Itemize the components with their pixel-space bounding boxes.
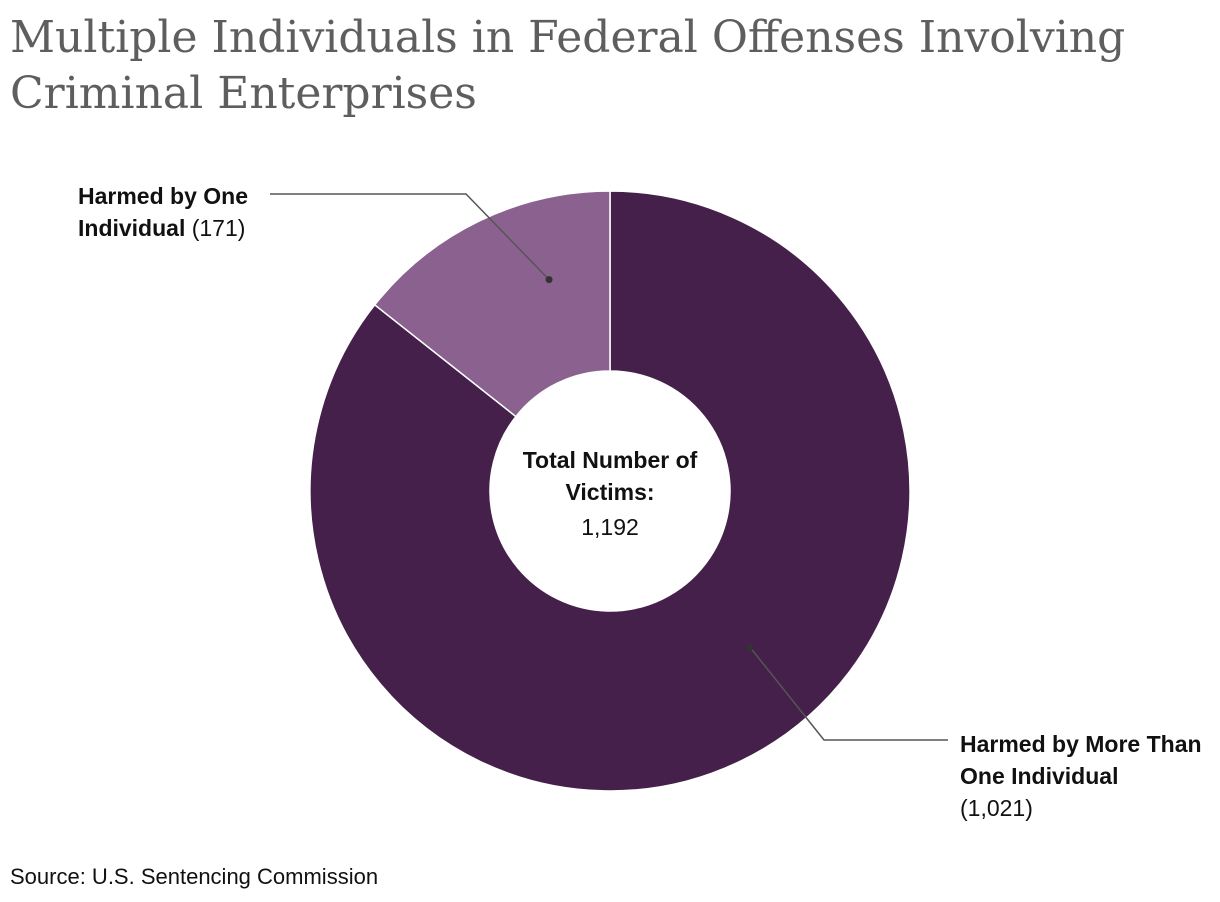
leader-line-harmed-by-more-anchor: [746, 643, 754, 651]
center-label-value: 1,192: [581, 514, 639, 540]
slice-label-value: (1,021): [960, 795, 1033, 821]
slice-label-harmed-by-more: Harmed by More Than One Individual (1,02…: [960, 728, 1210, 824]
slice-label-harmed-by-one: Harmed by One Individual (171): [78, 180, 278, 244]
donut-center-label: Total Number of Victims: 1,192: [500, 444, 720, 543]
slice-label-name: Harmed by More Than One Individual: [960, 731, 1202, 789]
leader-line-harmed-by-one: [270, 193, 550, 281]
slice-label-name: Harmed by One Individual: [78, 183, 248, 241]
donut-slice-0: [309, 190, 911, 792]
leader-lines: [270, 193, 948, 741]
leader-line-harmed-by-one-anchor: [545, 276, 553, 284]
center-label-title: Total Number of Victims:: [522, 447, 698, 505]
chart-title: Multiple Individuals in Federal Offenses…: [10, 12, 1126, 119]
slice-label-value: (171): [191, 215, 246, 241]
leader-line-harmed-by-more: [749, 646, 948, 741]
source-note: Source: U.S. Sentencing Commission: [10, 864, 379, 889]
donut-slices: [309, 190, 911, 792]
donut-slice-1: [373, 190, 611, 418]
